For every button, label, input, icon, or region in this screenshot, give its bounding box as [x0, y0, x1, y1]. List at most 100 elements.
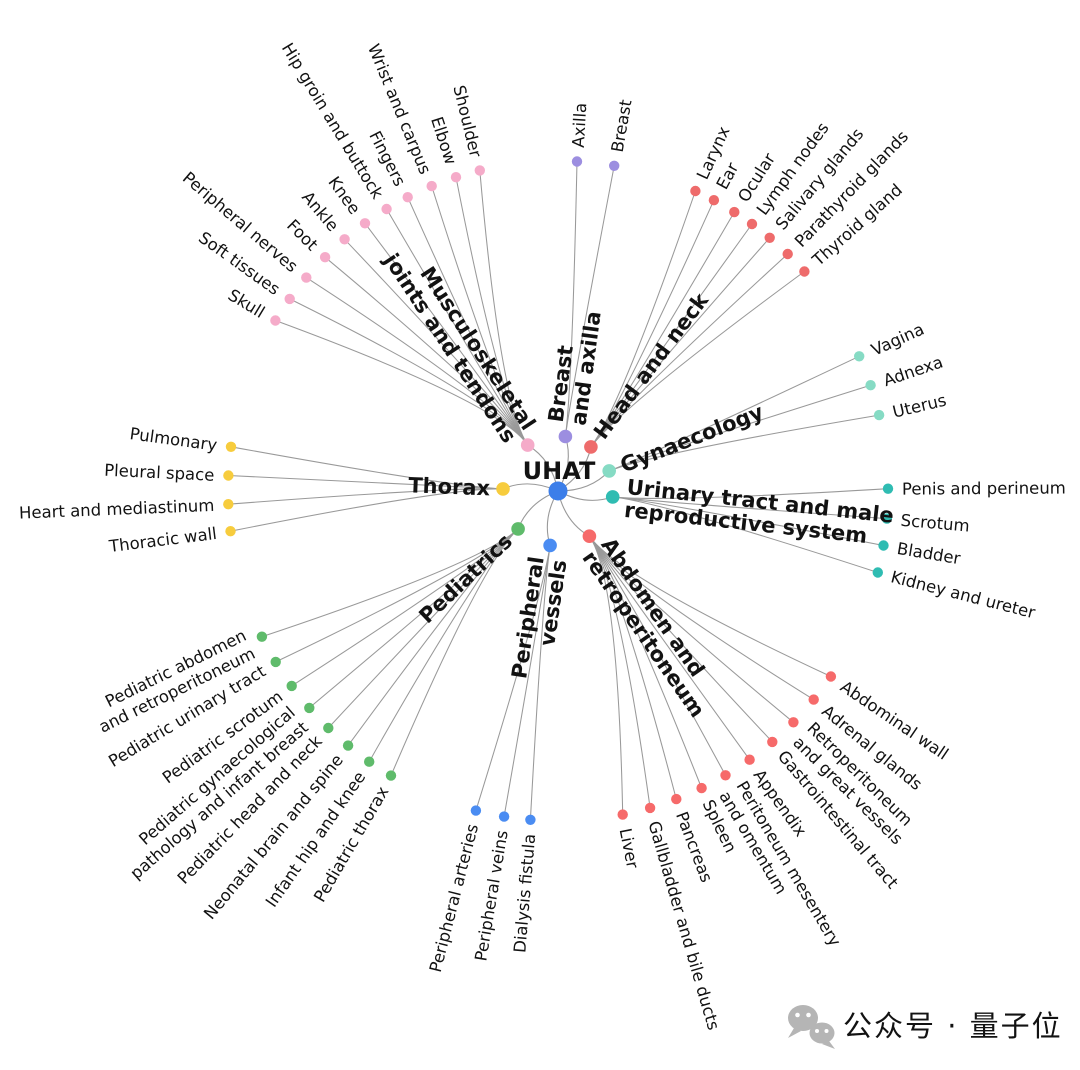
- edge-uterus: [608, 414, 880, 472]
- leaf-dot-elbow: [450, 172, 462, 183]
- category-label-abdomen-and-retroperitoneum: Abdomen andretroperitoneum: [578, 533, 729, 721]
- leaf-dot-vagina: [854, 351, 865, 362]
- edge-kidney-and-ureter: [612, 496, 879, 574]
- category-node-thorax: [496, 482, 510, 496]
- edge-thoracic-wall: [229, 488, 504, 532]
- leaf-dot-thyroid-gland: [799, 266, 810, 277]
- leaf-dot-heart-and-mediastinum: [223, 499, 234, 510]
- leaf-label-axilla: Axilla: [568, 102, 590, 148]
- leaf-dot-hip-groin-and-buttock: [381, 203, 392, 215]
- leaf-label-thoracic-wall: Thoracic wall: [107, 523, 218, 555]
- leaf-label-kidney-and-ureter: Kidney and ureter: [889, 567, 1038, 622]
- leaf-label-heart-and-mediastinum: Heart and mediastinum: [19, 495, 215, 522]
- leaf-dot-ankle: [339, 234, 350, 245]
- leaf-dot-shoulder: [474, 165, 485, 176]
- leaf-dot-peripheral-arteries: [470, 805, 482, 816]
- leaf-dot-pediatric-abdomen-and-retroperitoneum: [256, 631, 268, 642]
- watermark: 公众号 · 量子位: [788, 1005, 1061, 1049]
- leaf-label-peripheral-veins: Peripheral veins: [471, 829, 511, 963]
- edge-dialysis-fistula: [529, 544, 551, 821]
- edge-skull: [274, 319, 529, 446]
- leaf-dot-appendix: [744, 754, 755, 765]
- leaf-dot-ear: [708, 195, 720, 206]
- leaf-label-bladder: Bladder: [896, 538, 962, 567]
- leaf-dot-scrotum: [881, 513, 892, 524]
- edge-thyroid-gland: [590, 270, 805, 448]
- nodes-layer: [223, 156, 894, 825]
- leaf-dot-neonatal-brain-and-spine: [342, 740, 354, 751]
- leaf-dot-peripheral-veins: [498, 811, 510, 822]
- labels-layer: Pulmonary Pleural space Heart and mediasti…: [19, 39, 1066, 1032]
- category-node-peripheral-vessels: [543, 538, 557, 553]
- leaf-dot-pediatric-urinary-tract: [270, 656, 281, 668]
- category-node-gynaecology: [602, 464, 616, 478]
- leaf-dot-pediatric-thorax: [385, 770, 397, 781]
- leaf-dot-larynx: [690, 185, 701, 197]
- root-node: [548, 481, 568, 501]
- leaf-dot-retroperitoneum-and-great-vessels: [788, 717, 799, 728]
- leaf-dot-spleen: [696, 782, 707, 794]
- leaf-dot-breast: [609, 160, 620, 171]
- leaf-label-uterus: Uterus: [891, 390, 948, 421]
- leaf-dot-pancreas: [671, 793, 682, 805]
- leaf-label-vagina: Vagina: [868, 319, 927, 359]
- edge-breast: [564, 165, 615, 438]
- leaf-dot-pediatric-head-and-neck: [323, 722, 334, 734]
- leaf-dot-uterus: [873, 409, 885, 421]
- leaf-dot-abdominal-wall: [825, 671, 837, 682]
- leaf-label-liver: Liver: [616, 826, 643, 870]
- edge-liver: [588, 535, 624, 816]
- leaf-dot-salivary-glands: [764, 232, 775, 243]
- leaf-dot-parathyroid-glands: [782, 248, 793, 260]
- leaf-label-scrotum: Scrotum: [900, 510, 970, 535]
- root-label: UHAT: [523, 457, 596, 485]
- leaf-dot-penis-and-perineum: [882, 483, 894, 494]
- leaf-dot-gallbladder-and-bile-ducts: [644, 802, 656, 814]
- leaf-label-breast: Breast: [607, 98, 635, 154]
- category-node-pediatrics: [511, 522, 525, 536]
- category-node-urinary-tract-and-male-reproductive-system: [605, 490, 620, 504]
- category-label-head-and-neck: Head and neck: [589, 288, 714, 444]
- leaf-label-pulmonary: Pulmonary: [129, 424, 219, 455]
- leaf-dot-pulmonary: [225, 441, 237, 452]
- leaf-dot-skull: [270, 315, 281, 326]
- leaf-label-foot: Foot: [283, 215, 322, 254]
- leaf-dot-liver: [617, 809, 628, 820]
- edge-pediatric-abdomen-and-retroperitoneum: [261, 528, 519, 638]
- leaf-label-dialysis-fistula: Dialysis fistula: [510, 833, 539, 954]
- category-label-thorax: Thorax: [408, 473, 491, 500]
- leaf-dot-gastrointestinal-tract: [767, 736, 778, 748]
- category-node-abdomen-and-retroperitoneum: [582, 529, 597, 543]
- leaf-dot-adrenal-glands: [808, 694, 819, 705]
- edge-axilla: [564, 160, 578, 438]
- leaf-label-adnexa: Adnexa: [881, 352, 946, 390]
- leaf-dot-foot: [319, 252, 331, 263]
- leaf-dot-pleural-space: [223, 470, 234, 481]
- leaf-dot-peripheral-nerves: [301, 272, 312, 283]
- leaf-dot-kidney-and-ureter: [872, 567, 883, 578]
- leaf-dot-adnexa: [865, 380, 876, 391]
- leaf-dot-thoracic-wall: [225, 526, 236, 537]
- category-label-musculoskeletal-joints-and-tendons: Musculoskeletaljoints and tendons: [379, 236, 541, 447]
- leaf-dot-ocular: [729, 206, 740, 218]
- leaf-dot-axilla: [571, 156, 583, 167]
- leaf-label-penis-and-perineum: Penis and perineum: [902, 478, 1066, 498]
- leaf-dot-peritoneum-mesentery-and-omentum: [720, 770, 731, 781]
- leaf-dot-pediatric-gynaecological-pathology-and-infant-breast: [304, 702, 315, 714]
- wechat-icon: [788, 1005, 835, 1049]
- leaf-dot-infant-hip-and-knee: [364, 756, 375, 767]
- leaf-dot-lymph-nodes: [746, 218, 758, 230]
- leaf-dot-fingers: [402, 192, 413, 203]
- leaf-label-pleural-space: Pleural space: [104, 460, 215, 484]
- leaf-label-elbow: Elbow: [427, 114, 460, 167]
- leaf-dot-dialysis-fistula: [525, 814, 536, 825]
- category-label-breast-and-axilla: Breastand axilla: [544, 307, 606, 427]
- category-node-head-and-neck: [584, 440, 598, 454]
- leaf-label-gallbladder-and-bile-ducts: Gallbladder and bile ducts: [645, 819, 724, 1032]
- leaf-dot-knee: [359, 218, 371, 229]
- category-label-urinary-tract-and-male-reproductive-system: Urinary tract and malereproductive syste…: [623, 475, 895, 551]
- edge-pediatric-thorax: [390, 528, 519, 777]
- category-node-breast-and-axilla: [558, 429, 573, 444]
